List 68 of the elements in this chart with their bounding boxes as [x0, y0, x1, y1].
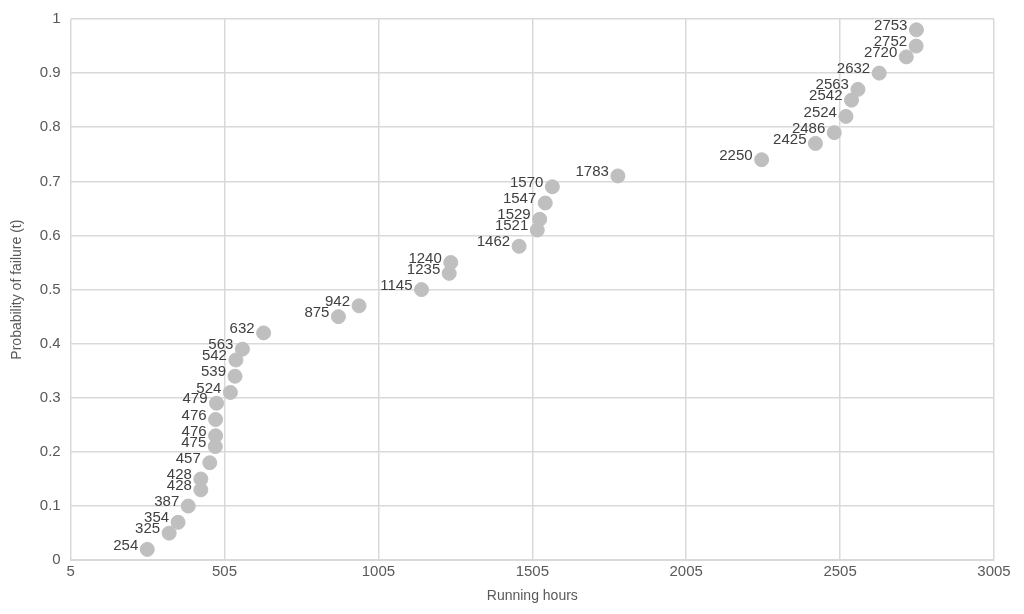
annotation: 476: [181, 405, 207, 423]
point: [908, 38, 924, 54]
point: [610, 168, 626, 184]
point: [202, 455, 218, 471]
annotation: 1145: [380, 275, 413, 293]
point: [844, 92, 859, 108]
annotation: 1570: [509, 172, 544, 190]
point: [234, 341, 250, 357]
point: [180, 498, 196, 514]
point: [414, 282, 430, 298]
y-tick-label: 0.7: [39, 171, 61, 189]
annotation: 254: [113, 535, 139, 553]
point: [898, 49, 914, 65]
point: [208, 411, 224, 427]
point: [871, 65, 887, 81]
point: [222, 384, 238, 400]
x-tick-label: 1505: [515, 562, 550, 580]
point: [170, 514, 186, 530]
y-tick-label: 0.3: [39, 387, 61, 405]
x-tick-label: 505: [212, 562, 238, 580]
point: [228, 352, 244, 368]
point: [838, 108, 854, 124]
y-tick-label: 0.4: [39, 333, 61, 351]
annotation: 2753: [874, 15, 908, 33]
point: [443, 255, 459, 271]
point: [330, 309, 346, 325]
x-tick-label: 1005: [361, 562, 396, 580]
x-tick-label: 2505: [823, 562, 857, 580]
annotation: 2524: [803, 102, 837, 120]
point: [351, 298, 367, 314]
y-tick-label: 0.2: [39, 442, 61, 460]
y-tick-label: 0.1: [39, 496, 61, 514]
point: [511, 238, 527, 254]
point: [754, 152, 770, 168]
y-tick-label: 0.8: [39, 117, 61, 135]
x-tick-label: 2005: [669, 562, 703, 580]
point: [139, 541, 155, 557]
y-tick-label: 0.5: [39, 279, 61, 297]
y-tick-label: 0.6: [39, 225, 61, 243]
y-tick-label: 0: [52, 550, 61, 568]
point: [850, 81, 866, 97]
point: [532, 211, 548, 227]
point: [161, 525, 177, 541]
point: [807, 135, 823, 151]
point: [544, 179, 560, 195]
point: [193, 471, 209, 487]
point: [209, 395, 225, 411]
point: [227, 368, 243, 384]
x-tick-label: 3005: [977, 562, 1011, 580]
annotation: 2250: [719, 145, 753, 163]
annotation: 539: [200, 362, 227, 380]
annotation: 457: [175, 448, 201, 466]
point: [256, 325, 272, 341]
x-axis-title: Running hours: [486, 587, 578, 604]
annotation: 942: [325, 291, 351, 309]
annotation: 1547: [502, 189, 537, 207]
point: [826, 125, 842, 141]
annotation: 1462: [476, 232, 511, 250]
point: [908, 22, 924, 38]
y-tick-label: 0.9: [39, 63, 61, 81]
x-tick-label: 5: [66, 562, 75, 580]
point: [537, 195, 553, 211]
annotation: 2632: [836, 59, 871, 77]
y-tick-label: 1: [52, 9, 61, 27]
y-axis-title: Probability of failure (t): [8, 219, 25, 360]
annotation: 387: [154, 492, 180, 510]
annotation: 1783: [575, 162, 609, 180]
annotation: 632: [229, 319, 255, 337]
